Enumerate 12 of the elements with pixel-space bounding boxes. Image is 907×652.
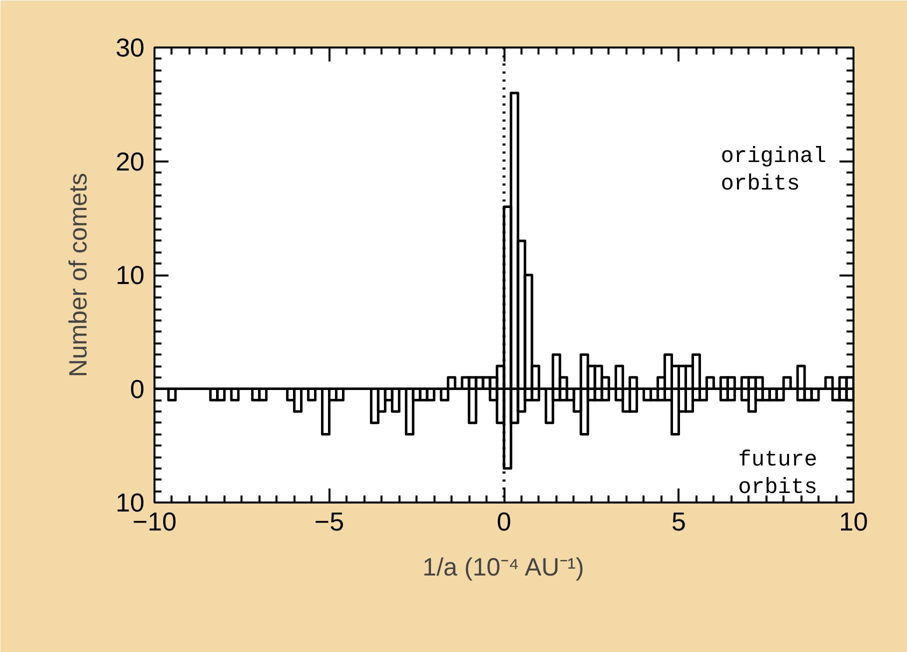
x-tick-label: 0 [496,506,512,536]
x-tick-label: 10 [839,506,868,536]
legend-label: future orbits [738,448,818,500]
x-tick-label: 5 [672,506,686,536]
x-axis-title: 1/a (10⁻⁴ AU⁻¹) [422,554,584,582]
x-tick-label: −5 [314,506,344,536]
y-axis-title: Number of comets [64,172,93,378]
y-tick-label: 0 [130,374,145,404]
y-tick-label: 20 [116,146,144,176]
y-tick-label: 10 [116,260,144,290]
y-tick-label: 30 [116,32,144,62]
legend-label: original orbits [720,144,826,197]
